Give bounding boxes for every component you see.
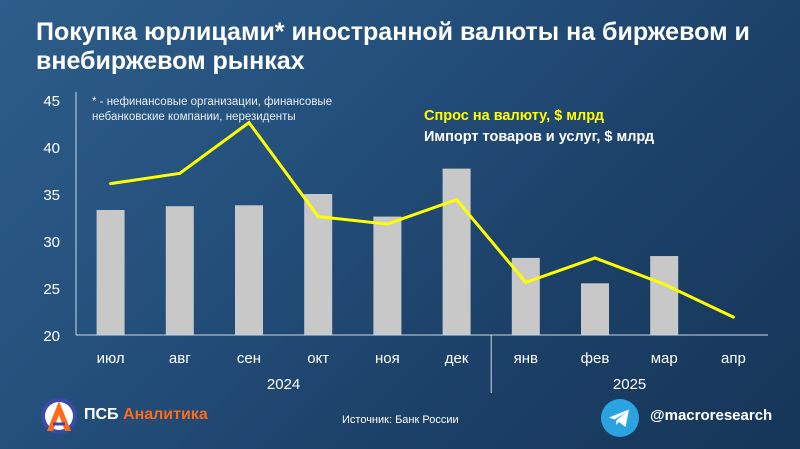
legend-import: Импорт товаров и услуг, $ млрд [424,129,655,145]
year-label: 2024 [267,376,300,393]
x-tick-label: апр [721,350,746,367]
demand-point [109,182,113,186]
import-bar [581,283,609,335]
demand-line-series [109,120,735,319]
year-label: 2025 [613,376,646,393]
y-axis: 20 25 30 35 40 45 [43,92,77,345]
brand-name: ПСБ Аналитика [84,406,208,424]
chart-title: Покупка юрлицами* иностранной валюты на … [36,18,750,75]
y-tick-label: 40 [43,140,60,157]
x-tick-label: окт [307,350,329,367]
footnote: * - нефинансовые организации, финансовые… [92,96,333,123]
psb-logo-icon [41,398,77,434]
y-tick-label: 30 [43,234,60,251]
brand-name-analytics: Аналитика [123,406,208,423]
x-tick-label: сен [237,350,261,367]
legend: Спрос на валюту, $ млрд Импорт товаров и… [424,106,654,148]
demand-point [247,121,251,125]
demand-point [178,171,182,175]
x-axis: июл авг сен окт ноя дек янв фев мар апр 2024 2025 [76,334,768,393]
demand-point [316,215,320,219]
import-bar [96,209,125,335]
x-tick-label: янв [514,350,538,367]
legend-demand: Спрос на валюту, $ млрд [424,108,604,124]
y-tick-label: 20 [43,328,60,345]
telegram-handle[interactable]: @macroresearch [650,407,773,424]
y-tick-label: 25 [43,281,60,298]
demand-line [110,120,735,319]
y-tick-label: 45 [43,93,60,110]
x-tick-label: авг [169,350,191,367]
brand: ПСБ Аналитика [38,393,238,437]
import-bar [235,205,263,335]
brand-name-psb: ПСБ [84,406,119,423]
import-bar [650,256,679,335]
demand-point [455,198,459,202]
import-bars [96,168,679,335]
demand-point [731,315,735,319]
demand-point [385,222,389,226]
telegram-icon [601,399,639,437]
y-tick-label: 35 [43,187,60,204]
import-bar [373,216,402,335]
demand-point [662,282,666,286]
demand-point [524,280,528,284]
source-note: Источник: Банк России [342,414,459,426]
x-tick-label: ноя [375,350,400,367]
demand-point [593,256,597,260]
x-tick-label: дек [445,350,469,367]
import-bar [442,168,471,335]
x-tick-label: июл [97,350,125,367]
import-bar [165,206,194,335]
x-tick-label: фев [581,350,610,367]
x-tick-label: мар [651,350,678,367]
